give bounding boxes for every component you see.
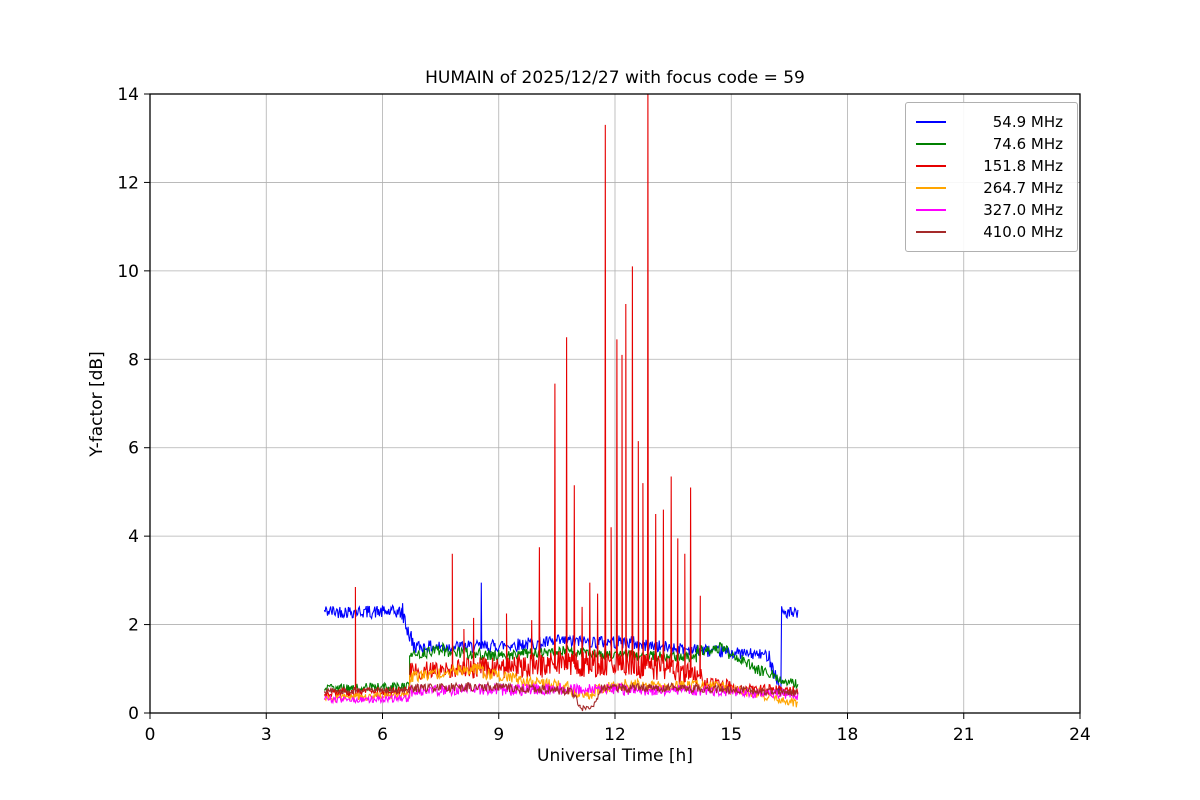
y-tick-label: 12 <box>117 173 139 193</box>
legend-line-swatch <box>916 231 946 233</box>
legend-item: 54.9 MHz <box>916 111 1063 133</box>
x-tick-label: 0 <box>145 725 156 745</box>
y-tick-label: 8 <box>128 350 139 370</box>
x-tick-label: 12 <box>604 725 626 745</box>
legend-label: 327.0 MHz <box>983 201 1063 219</box>
legend-item: 264.7 MHz <box>916 177 1063 199</box>
legend-label: 151.8 MHz <box>983 157 1063 175</box>
legend-label: 74.6 MHz <box>992 135 1063 153</box>
series-line-151.8MHz <box>323 94 799 699</box>
legend-item: 410.0 MHz <box>916 221 1063 243</box>
x-tick-label: 18 <box>837 725 859 745</box>
legend-line-swatch <box>916 143 946 145</box>
y-tick-label: 0 <box>128 704 139 724</box>
y-tick-label: 10 <box>117 262 139 282</box>
x-tick-labels: 0 3 6 9 12 15 18 21 24 <box>145 725 1091 745</box>
x-tick-label: 6 <box>377 725 388 745</box>
tick-marks <box>144 93 1081 719</box>
y-axis-label: Y-factor [dB] <box>87 351 107 457</box>
legend-line-swatch <box>916 121 946 123</box>
x-tick-label: 15 <box>720 725 742 745</box>
legend-line-swatch <box>916 187 946 189</box>
y-tick-labels: 0 2 4 6 8 10 12 14 <box>117 85 139 724</box>
x-axis-label: Universal Time [h] <box>537 746 693 766</box>
series-line-327.0MHz <box>323 682 799 705</box>
series-line-410.0MHz <box>323 680 799 712</box>
x-tick-label: 21 <box>953 725 975 745</box>
y-tick-label: 2 <box>128 616 139 636</box>
x-tick-label: 24 <box>1069 725 1091 745</box>
y-tick-label: 14 <box>117 85 139 105</box>
legend-item: 327.0 MHz <box>916 199 1063 221</box>
legend-line-swatch <box>916 209 946 211</box>
x-tick-label: 3 <box>261 725 272 745</box>
legend-line-swatch <box>916 165 946 167</box>
axes-spine <box>149 93 1081 714</box>
legend-label: 264.7 MHz <box>983 179 1063 197</box>
chart-title: HUMAIN of 2025/12/27 with focus code = 5… <box>425 68 805 88</box>
x-tick-label: 9 <box>493 725 504 745</box>
legend-label: 410.0 MHz <box>983 223 1063 241</box>
y-tick-label: 4 <box>128 527 139 547</box>
series-lines <box>323 94 799 712</box>
y-tick-label: 6 <box>128 439 139 459</box>
series-line-54.9MHz <box>323 582 799 694</box>
legend-item: 74.6 MHz <box>916 133 1063 155</box>
legend: 54.9 MHz 74.6 MHz 151.8 MHz 264.7 MHz 327.0 … <box>905 102 1078 252</box>
series-line-74.6MHz <box>323 641 799 694</box>
legend-item: 151.8 MHz <box>916 155 1063 177</box>
legend-label: 54.9 MHz <box>992 113 1063 131</box>
